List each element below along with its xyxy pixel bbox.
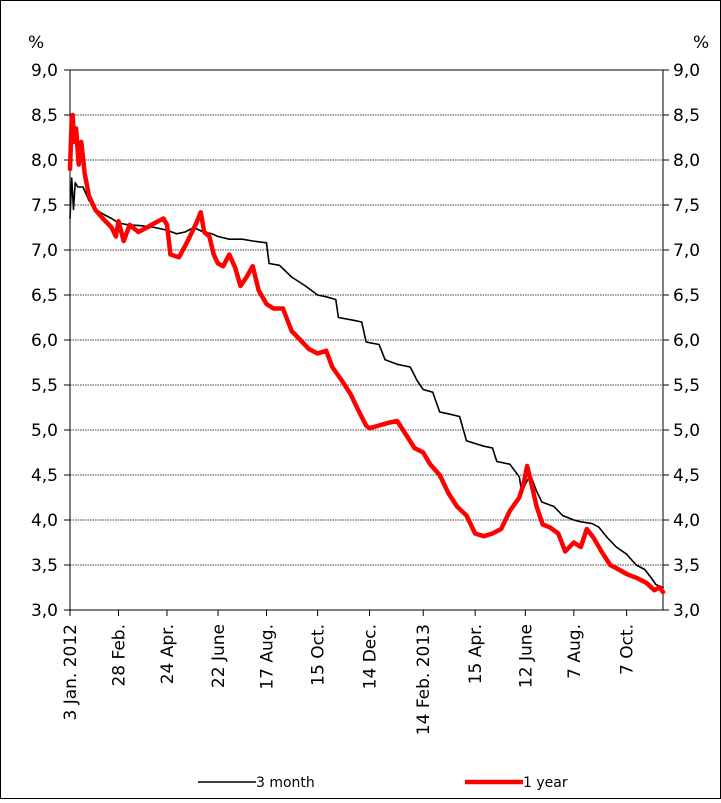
x-tick-label: 28 Feb. — [109, 624, 129, 687]
x-tick-label: 14 Dec. — [361, 624, 381, 689]
y-tick-label-left: 7,0 — [31, 241, 58, 261]
y-tick-label-right: 4,5 — [673, 466, 700, 486]
series-line-black — [69, 177, 664, 589]
left-unit-label: % — [28, 33, 44, 53]
x-tick-label: 14 Feb. 2013 — [414, 624, 434, 735]
legend-label: 3 month — [256, 775, 315, 791]
x-tick-label: 24 Apr. — [158, 624, 178, 684]
series-lines — [67, 112, 666, 595]
y-tick-label-right: 6,5 — [673, 286, 700, 306]
y-tick-label-left: 5,0 — [31, 421, 58, 441]
x-tick-label: 22 June — [209, 624, 229, 688]
y-tick-label-right: 7,5 — [673, 196, 700, 216]
legend: 3 month 1 year — [198, 775, 568, 791]
y-tick-label-right: 8,5 — [673, 106, 700, 126]
x-tick-label: 7 Oct. — [618, 624, 638, 675]
x-tick-label: 15 Oct. — [309, 624, 329, 686]
y-tick-label-right: 4,0 — [673, 511, 700, 531]
y-tick-label-left: 8,5 — [31, 106, 58, 126]
axes: 9,0 9,0 8,5 8,5 8,0 8,0 7,5 7,5 7,0 7,0 6,5 6,5 6,0 6… — [31, 61, 700, 735]
y-tick-label-left: 9,0 — [31, 61, 58, 81]
gridlines — [70, 114, 663, 566]
y-tick-label-left: 4,5 — [31, 466, 58, 486]
series-line-red — [67, 112, 666, 595]
y-tick-label-right: 8,0 — [673, 151, 700, 171]
y-tick-label-right: 9,0 — [673, 61, 700, 81]
x-tick-label: 17 Aug. — [258, 624, 278, 690]
y-tick-label-left: 5,5 — [31, 376, 58, 396]
y-tick-label-left: 8,0 — [31, 151, 58, 171]
y-tick-label-right: 3,0 — [673, 601, 700, 621]
x-tick-label: 3 Jan. 2012 — [61, 624, 81, 721]
y-tick-label-right: 5,0 — [673, 421, 700, 441]
y-tick-label-left: 3,5 — [31, 556, 58, 576]
y-tick-label-right: 5,5 — [673, 376, 700, 396]
y-tick-label-right: 3,5 — [673, 556, 700, 576]
x-tick-label: 7 Aug. — [565, 624, 585, 679]
y-tick-label-left: 4,0 — [31, 511, 58, 531]
y-tick-label-right: 6,0 — [673, 331, 700, 351]
y-tick-label-left: 3,0 — [31, 601, 58, 621]
right-unit-label: % — [693, 33, 709, 53]
y-tick-label-right: 7,0 — [673, 241, 700, 261]
y-tick-label-left: 7,5 — [31, 196, 58, 216]
y-tick-label-left: 6,5 — [31, 286, 58, 306]
legend-label: 1 year — [523, 775, 568, 791]
y-tick-label-left: 6,0 — [31, 331, 58, 351]
x-tick-label: 12 June — [516, 624, 536, 688]
x-tick-label: 15 Apr. — [466, 624, 486, 684]
